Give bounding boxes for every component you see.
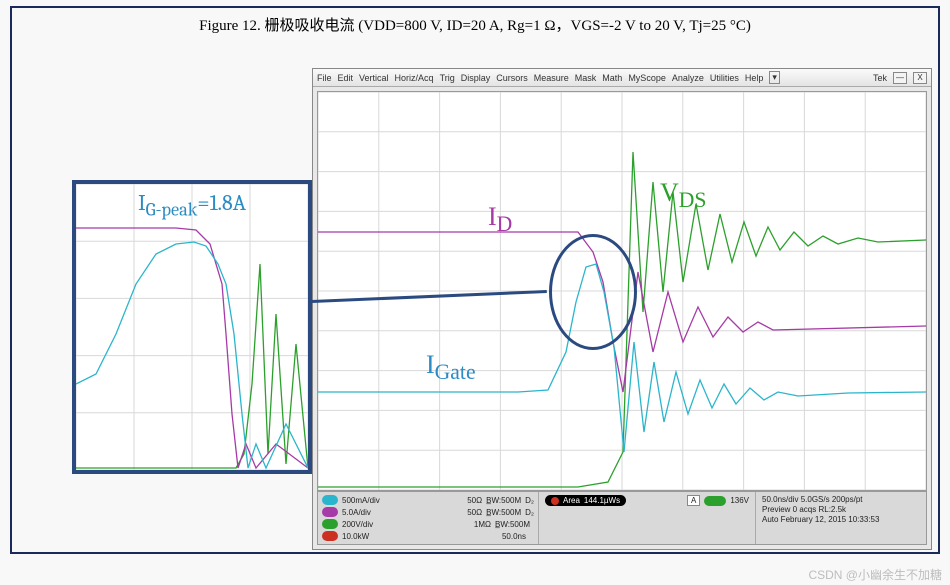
menu-item[interactable]: Display	[461, 73, 491, 83]
voltage-measure: A 136V	[687, 495, 749, 506]
menu-item[interactable]: Vertical	[359, 73, 389, 83]
minimize-button[interactable]: —	[893, 72, 907, 84]
menu-item[interactable]: Horiz/Acq	[395, 73, 434, 83]
inset-panel: IG-peak=1.8A	[72, 180, 312, 474]
channel-row: 200V/div1MΩB̲W:500M	[322, 519, 534, 529]
callout-ellipse	[549, 234, 637, 350]
channel-row: 10.0kW50.0ns	[322, 531, 534, 541]
trace-label-vds: VDS	[660, 178, 706, 213]
trace-label-igate: IGate	[426, 350, 476, 385]
channel-row: 5.0A/div50ΩB̲W:500MD₂	[322, 507, 534, 517]
menu-dropdown-icon[interactable]: ▾	[769, 71, 780, 84]
menu-item[interactable]: MyScope	[628, 73, 666, 83]
inset-svg	[76, 184, 308, 470]
timebase-panel: 50.0ns/div 5.0GS/s 200ps/pt Preview 0 ac…	[756, 492, 926, 544]
scope-plot: ID VDS IGate	[317, 91, 927, 491]
menu-item[interactable]: Help	[745, 73, 764, 83]
menu-item[interactable]: Math	[602, 73, 622, 83]
menu-item[interactable]: Measure	[534, 73, 569, 83]
area-measure: Area 144.1µWs	[545, 495, 626, 506]
trace-label-id: ID	[488, 202, 512, 237]
menu-item[interactable]: Analyze	[672, 73, 704, 83]
scope-menubar: File Edit Vertical Horiz/Acq Trig Displa…	[313, 69, 931, 87]
oscilloscope-window: File Edit Vertical Horiz/Acq Trig Displa…	[312, 68, 932, 550]
menu-item[interactable]: Cursors	[496, 73, 528, 83]
scope-info-strip: 500mA/div50ΩB̲W:500MD₂ 5.0A/div50ΩB̲W:500…	[317, 491, 927, 545]
menu-item[interactable]: Mask	[575, 73, 597, 83]
figure-caption: Figure 12. 栅极吸收电流 (VDD=800 V, ID=20 A, R…	[12, 14, 938, 35]
figure-frame: Figure 12. 栅极吸收电流 (VDD=800 V, ID=20 A, R…	[10, 6, 940, 554]
channel-list: 500mA/div50ΩB̲W:500MD₂ 5.0A/div50ΩB̲W:500…	[318, 492, 538, 544]
close-button[interactable]: X	[913, 72, 927, 84]
watermark: CSDN @小幽余生不加糖	[808, 566, 942, 583]
menu-item[interactable]: Edit	[338, 73, 354, 83]
measurement-panel: Area 144.1µWs A 136V	[538, 492, 756, 544]
channel-row: 500mA/div50ΩB̲W:500MD₂	[322, 495, 534, 505]
menu-item[interactable]: Utilities	[710, 73, 739, 83]
menu-item[interactable]: File	[317, 73, 332, 83]
brand-label: Tek	[873, 73, 887, 83]
menu-item[interactable]: Trig	[440, 73, 455, 83]
